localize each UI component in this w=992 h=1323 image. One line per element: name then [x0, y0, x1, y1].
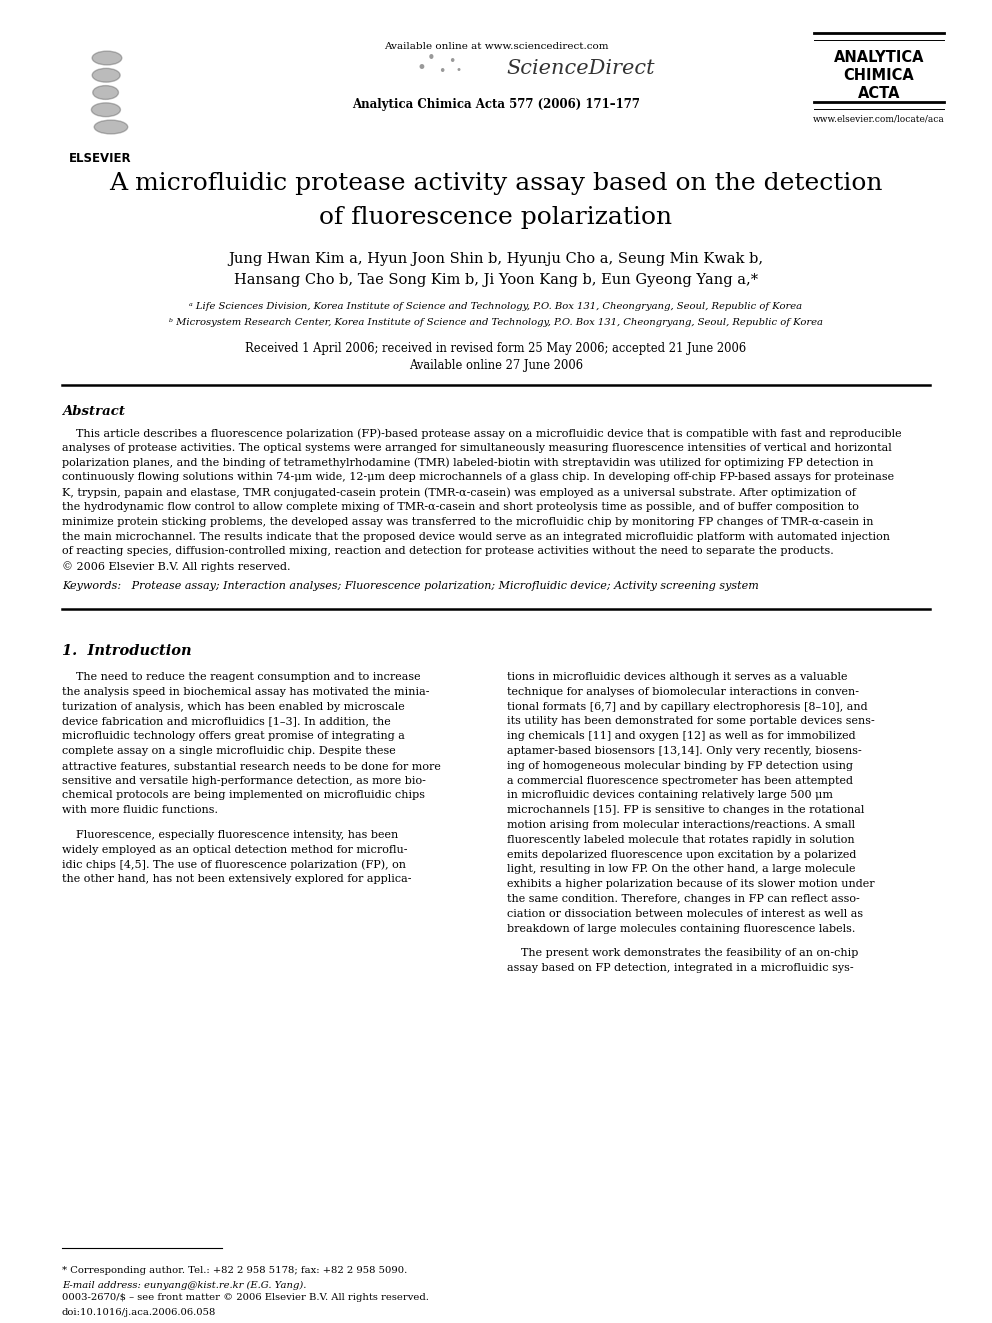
Text: The need to reduce the reagent consumption and to increase: The need to reduce the reagent consumpti…	[62, 672, 421, 681]
Text: ACTA: ACTA	[858, 86, 901, 101]
Text: motion arising from molecular interactions/reactions. A small: motion arising from molecular interactio…	[507, 820, 855, 830]
Text: Received 1 April 2006; received in revised form 25 May 2006; accepted 21 June 20: Received 1 April 2006; received in revis…	[245, 343, 747, 355]
Text: CHIMICA: CHIMICA	[843, 67, 915, 83]
Text: K, trypsin, papain and elastase, TMR conjugated-casein protein (TMR-α-casein) wa: K, trypsin, papain and elastase, TMR con…	[62, 487, 856, 497]
Text: ing of homogeneous molecular binding by FP detection using: ing of homogeneous molecular binding by …	[507, 761, 853, 771]
Text: assay based on FP detection, integrated in a microfluidic sys-: assay based on FP detection, integrated …	[507, 963, 854, 974]
Text: the analysis speed in biochemical assay has motivated the minia-: the analysis speed in biochemical assay …	[62, 687, 430, 697]
Text: •: •	[437, 66, 445, 78]
Text: polarization planes, and the binding of tetramethylrhodamine (TMR) labeled-bioti: polarization planes, and the binding of …	[62, 458, 874, 468]
Text: tions in microfluidic devices although it serves as a valuable: tions in microfluidic devices although i…	[507, 672, 847, 681]
Text: aptamer-based biosensors [13,14]. Only very recently, biosens-: aptamer-based biosensors [13,14]. Only v…	[507, 746, 862, 755]
Text: •: •	[428, 50, 435, 66]
Text: ScienceDirect: ScienceDirect	[506, 58, 655, 78]
Text: •: •	[447, 56, 455, 67]
Text: Hansang Cho b, Tae Song Kim b, Ji Yoon Kang b, Eun Gyeong Yang a,*: Hansang Cho b, Tae Song Kim b, Ji Yoon K…	[234, 273, 758, 287]
Text: tional formats [6,7] and by capillary electrophoresis [8–10], and: tional formats [6,7] and by capillary el…	[507, 701, 868, 712]
Text: of reacting species, diffusion-controlled mixing, reaction and detection for pro: of reacting species, diffusion-controlle…	[62, 546, 833, 557]
Text: device fabrication and microfluidics [1–3]. In addition, the: device fabrication and microfluidics [1–…	[62, 716, 391, 726]
Ellipse shape	[95, 86, 125, 99]
Text: Jung Hwan Kim a, Hyun Joon Shin b, Hyunju Cho a, Seung Min Kwak b,: Jung Hwan Kim a, Hyun Joon Shin b, Hyunj…	[228, 251, 764, 266]
Text: Analytica Chimica Acta 577 (2006) 171–177: Analytica Chimica Acta 577 (2006) 171–17…	[352, 98, 640, 111]
Text: ANALYTICA: ANALYTICA	[833, 50, 925, 65]
Ellipse shape	[87, 120, 126, 134]
Ellipse shape	[90, 103, 127, 116]
Text: breakdown of large molecules containing fluorescence labels.: breakdown of large molecules containing …	[507, 923, 855, 934]
Text: analyses of protease activities. The optical systems were arranged for simultane: analyses of protease activities. The opt…	[62, 443, 892, 452]
Ellipse shape	[94, 69, 121, 82]
Text: exhibits a higher polarization because of its slower motion under: exhibits a higher polarization because o…	[507, 880, 875, 889]
Text: the hydrodynamic flow control to allow complete mixing of TMR-α-casein and short: the hydrodynamic flow control to allow c…	[62, 501, 859, 512]
Text: 1.  Introduction: 1. Introduction	[62, 644, 191, 658]
Text: light, resulting in low FP. On the other hand, a large molecule: light, resulting in low FP. On the other…	[507, 864, 855, 875]
Text: microchannels [15]. FP is sensitive to changes in the rotational: microchannels [15]. FP is sensitive to c…	[507, 806, 864, 815]
Text: minimize protein sticking problems, the developed assay was transferred to the m: minimize protein sticking problems, the …	[62, 517, 874, 527]
Text: A microfluidic protease activity assay based on the detection
of fluorescence po: A microfluidic protease activity assay b…	[109, 172, 883, 229]
Text: chemical protocols are being implemented on microfluidic chips: chemical protocols are being implemented…	[62, 790, 425, 800]
Text: Keywords:   Protease assay; Interaction analyses; Fluorescence polarization; Mic: Keywords: Protease assay; Interaction an…	[62, 581, 759, 591]
Text: widely employed as an optical detection method for microflu-: widely employed as an optical detection …	[62, 845, 408, 855]
Text: in microfluidic devices containing relatively large 500 μm: in microfluidic devices containing relat…	[507, 790, 833, 800]
Text: This article describes a fluorescence polarization (FP)-based protease assay on : This article describes a fluorescence po…	[62, 429, 902, 438]
Text: with more fluidic functions.: with more fluidic functions.	[62, 806, 218, 815]
Text: its utility has been demonstrated for some portable devices sens-: its utility has been demonstrated for so…	[507, 716, 875, 726]
Text: technique for analyses of biomolecular interactions in conven-: technique for analyses of biomolecular i…	[507, 687, 859, 697]
Text: 0003-2670/$ – see front matter © 2006 Elsevier B.V. All rights reserved.: 0003-2670/$ – see front matter © 2006 El…	[62, 1293, 429, 1302]
Text: E-mail address: eunyang@kist.re.kr (E.G. Yang).: E-mail address: eunyang@kist.re.kr (E.G.…	[62, 1281, 307, 1290]
Text: ciation or dissociation between molecules of interest as well as: ciation or dissociation between molecule…	[507, 909, 863, 918]
Text: a commercial fluorescence spectrometer has been attempted: a commercial fluorescence spectrometer h…	[507, 775, 853, 786]
Text: Fluorescence, especially fluorescence intensity, has been: Fluorescence, especially fluorescence in…	[62, 830, 398, 840]
Text: the main microchannel. The results indicate that the proposed device would serve: the main microchannel. The results indic…	[62, 532, 890, 541]
Text: Abstract: Abstract	[62, 405, 125, 418]
Text: Available online 27 June 2006: Available online 27 June 2006	[409, 359, 583, 372]
Text: ᵃ Life Sciences Division, Korea Institute of Science and Technology, P.O. Box 13: ᵃ Life Sciences Division, Korea Institut…	[189, 302, 803, 311]
Text: www.elsevier.com/locate/aca: www.elsevier.com/locate/aca	[813, 115, 944, 124]
Text: ELSEVIER: ELSEVIER	[68, 152, 131, 165]
Text: The present work demonstrates the feasibility of an on-chip: The present work demonstrates the feasib…	[507, 949, 858, 958]
Text: ᵇ Microsystem Research Center, Korea Institute of Science and Technology, P.O. B: ᵇ Microsystem Research Center, Korea Ins…	[169, 318, 823, 327]
Text: •: •	[455, 65, 461, 74]
Text: •: •	[417, 60, 427, 77]
Text: continuously flowing solutions within 74-μm wide, 12-μm deep microchannels of a : continuously flowing solutions within 74…	[62, 472, 894, 483]
Text: idic chips [4,5]. The use of fluorescence polarization (FP), on: idic chips [4,5]. The use of fluorescenc…	[62, 860, 406, 871]
Text: the other hand, has not been extensively explored for applica-: the other hand, has not been extensively…	[62, 875, 412, 884]
Text: doi:10.1016/j.aca.2006.06.058: doi:10.1016/j.aca.2006.06.058	[62, 1308, 216, 1316]
Ellipse shape	[93, 52, 122, 65]
Text: ing chemicals [11] and oxygen [12] as well as for immobilized: ing chemicals [11] and oxygen [12] as we…	[507, 732, 856, 741]
Text: emits depolarized fluorescence upon excitation by a polarized: emits depolarized fluorescence upon exci…	[507, 849, 856, 860]
Text: sensitive and versatile high-performance detection, as more bio-: sensitive and versatile high-performance…	[62, 775, 426, 786]
Text: © 2006 Elsevier B.V. All rights reserved.: © 2006 Elsevier B.V. All rights reserved…	[62, 561, 291, 572]
Text: complete assay on a single microfluidic chip. Despite these: complete assay on a single microfluidic …	[62, 746, 396, 755]
Text: attractive features, substantial research needs to be done for more: attractive features, substantial researc…	[62, 761, 440, 771]
Text: the same condition. Therefore, changes in FP can reflect asso-: the same condition. Therefore, changes i…	[507, 894, 860, 904]
Text: turization of analysis, which has been enabled by microscale: turization of analysis, which has been e…	[62, 701, 405, 712]
Text: Available online at www.sciencedirect.com: Available online at www.sciencedirect.co…	[384, 42, 608, 52]
Text: * Corresponding author. Tel.: +82 2 958 5178; fax: +82 2 958 5090.: * Corresponding author. Tel.: +82 2 958 …	[62, 1266, 408, 1275]
Text: fluorescently labeled molecule that rotates rapidly in solution: fluorescently labeled molecule that rota…	[507, 835, 855, 845]
Text: microfluidic technology offers great promise of integrating a: microfluidic technology offers great pro…	[62, 732, 405, 741]
